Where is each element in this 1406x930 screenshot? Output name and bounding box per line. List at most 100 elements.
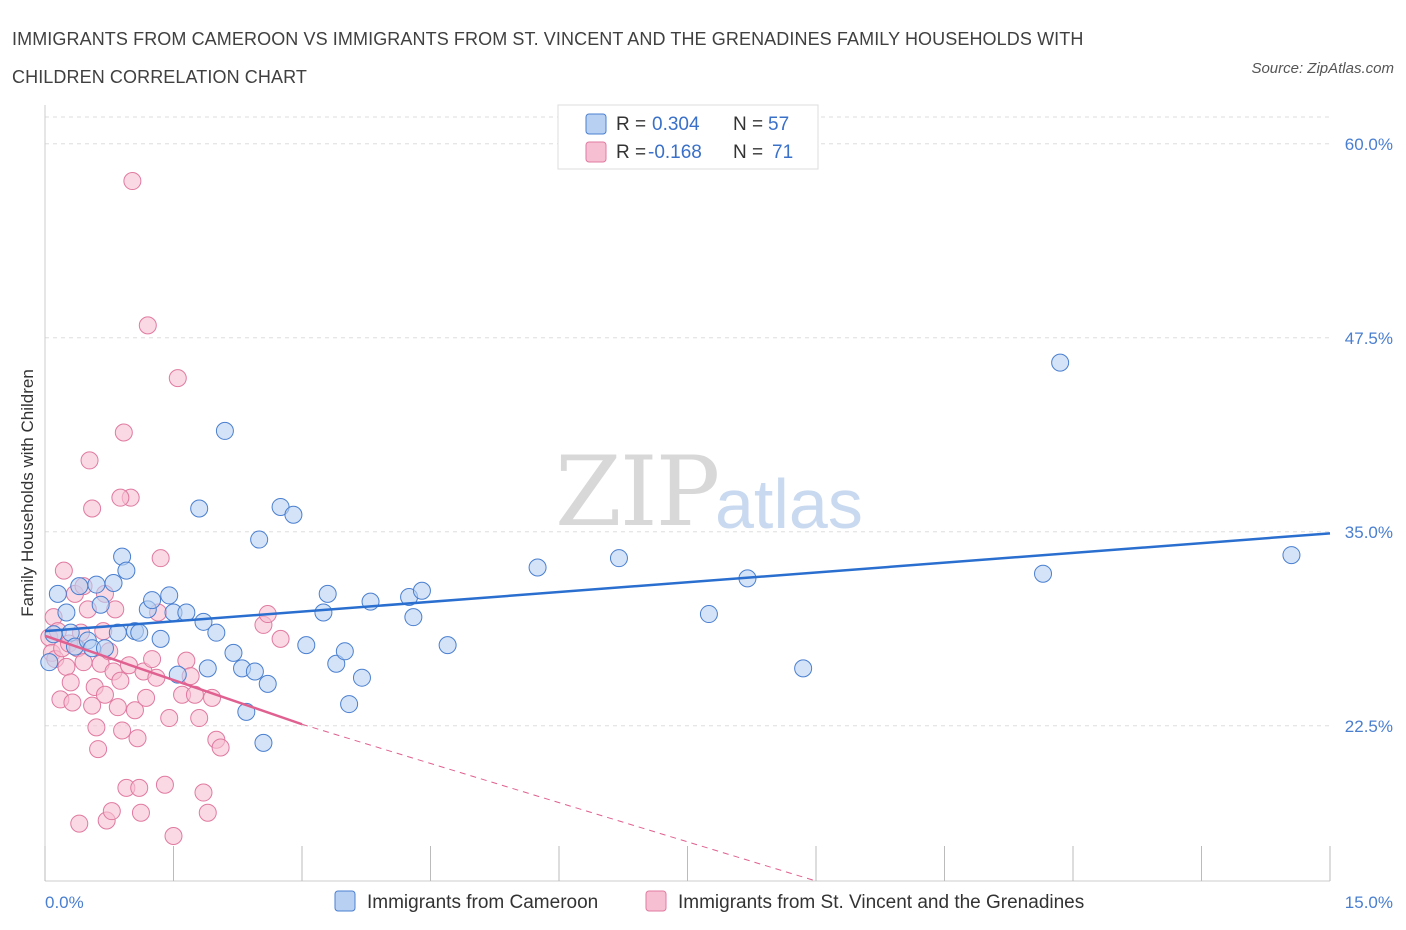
cameroon-point-19 — [143, 591, 162, 610]
cameroon-point-39 — [297, 636, 316, 655]
st-vincent-point-41 — [130, 778, 149, 797]
st-vincent-point-60 — [198, 803, 217, 822]
st-vincent-point-45 — [138, 316, 157, 335]
cameroon-point-49 — [412, 581, 431, 600]
st-vincent-trend-line — [44, 634, 303, 726]
cameroon-point-30 — [224, 643, 243, 662]
cameroon-trend-line — [44, 532, 1331, 633]
cameroon-point-33 — [245, 662, 264, 681]
cameroon-point-51 — [528, 558, 547, 577]
y-axis-label: Family Households with Children — [18, 369, 37, 617]
y-tick-label-0: 22.5% — [1345, 717, 1393, 736]
st-vincent-point-44 — [137, 688, 156, 707]
st-vincent-point-59 — [194, 783, 213, 802]
st-vincent-point-42 — [131, 803, 150, 822]
st-vincent-point-21 — [87, 718, 106, 737]
cameroon-point-42 — [327, 654, 346, 673]
cameroon-point-24 — [177, 603, 196, 622]
source-label: Source: ZipAtlas.com — [1251, 60, 1394, 77]
st-vincent-point-68 — [83, 499, 102, 518]
x-tick-labels: 0.0% 15.0% — [45, 893, 1393, 912]
st-vincent-point-67 — [111, 488, 130, 507]
st-vincent-point-8 — [57, 657, 76, 676]
cameroon-point-34 — [250, 530, 269, 549]
st-vincent-point-38 — [123, 172, 142, 191]
cameroon-point-57 — [1051, 353, 1070, 372]
st-vincent-point-52 — [164, 826, 183, 845]
st-vincent-point-19 — [83, 696, 102, 715]
cameroon-point-53 — [699, 605, 718, 624]
series-st-vincent-points — [40, 172, 290, 845]
st-vincent-point-51 — [160, 709, 179, 728]
cameroon-point-17 — [130, 623, 149, 642]
cameroon-point-9 — [87, 575, 106, 594]
cameroon-point-29 — [215, 421, 234, 440]
legend-n-value-cameroon: 57 — [768, 114, 789, 135]
legend: R = 0.304 N = 57 R = -0.168 N = 71 — [557, 104, 819, 170]
legend-r-label-cameroon: R = — [616, 114, 646, 135]
legend-r-value-st-vincent: -0.168 — [648, 142, 702, 163]
cameroon-point-40 — [314, 603, 333, 622]
bottom-legend: Immigrants from Cameroon Immigrants from… — [334, 890, 1084, 913]
st-vincent-point-10 — [61, 673, 80, 692]
cameroon-point-45 — [352, 668, 371, 687]
series-cameroon-points — [40, 353, 1301, 752]
cameroon-point-12 — [104, 574, 123, 593]
y-tick-label-2: 47.5% — [1345, 329, 1393, 348]
st-vincent-point-40 — [128, 729, 147, 748]
cameroon-point-56 — [1034, 564, 1053, 583]
st-vincent-point-22 — [89, 740, 108, 759]
st-vincent-point-50 — [155, 775, 174, 794]
cameroon-point-0 — [40, 653, 59, 672]
cameroon-point-35 — [254, 733, 273, 752]
st-vincent-point-39 — [125, 701, 144, 720]
st-vincent-point-32 — [111, 671, 130, 690]
cameroon-point-10 — [91, 595, 110, 614]
cameroon-point-52 — [609, 549, 628, 568]
cameroon-point-41 — [318, 584, 337, 603]
cameroon-point-55 — [794, 659, 813, 678]
st-vincent-trend-extension — [301, 723, 817, 882]
cameroon-point-15 — [117, 561, 136, 580]
st-vincent-point-58 — [190, 709, 209, 728]
cameroon-point-21 — [160, 586, 179, 605]
legend-swatch-cameroon — [585, 113, 607, 135]
st-vincent-point-25 — [95, 685, 114, 704]
st-vincent-point-63 — [211, 738, 230, 757]
x-tick-label-0: 0.0% — [45, 893, 84, 912]
st-vincent-point-66 — [271, 629, 290, 648]
legend-r-value-cameroon: 0.304 — [652, 114, 700, 135]
st-vincent-point-33 — [113, 721, 132, 740]
legend-n-value-st-vincent: 71 — [772, 142, 793, 163]
x-ticks — [44, 846, 1331, 881]
cameroon-point-44 — [340, 695, 359, 714]
trend-lines — [44, 532, 1331, 882]
watermark-atlas: atlas — [715, 465, 863, 543]
legend-r-label-st-vincent: R = — [616, 142, 646, 163]
cameroon-point-28 — [207, 623, 226, 642]
bottom-legend-label-cameroon: Immigrants from Cameroon — [367, 892, 598, 913]
cameroon-point-3 — [57, 603, 76, 622]
legend-swatch-st-vincent — [585, 141, 607, 163]
cameroon-point-20 — [151, 629, 170, 648]
y-tick-label-1: 35.0% — [1345, 523, 1393, 542]
st-vincent-point-7 — [54, 561, 73, 580]
st-vincent-point-34 — [114, 423, 133, 442]
st-vincent-point-18 — [80, 451, 99, 470]
bottom-legend-label-st-vincent: Immigrants from St. Vincent and the Gren… — [678, 892, 1084, 913]
cameroon-point-43 — [335, 642, 354, 661]
st-vincent-point-46 — [143, 650, 162, 669]
y-tick-labels: 22.5% 35.0% 47.5% 60.0% — [1345, 135, 1393, 736]
y-tick-label-3: 60.0% — [1345, 135, 1393, 154]
st-vincent-point-49 — [151, 549, 170, 568]
cameroon-point-6 — [70, 577, 89, 596]
st-vincent-point-14 — [70, 814, 89, 833]
grid-lines — [45, 116, 1330, 727]
st-vincent-point-11 — [63, 693, 82, 712]
cameroon-point-38 — [284, 505, 303, 524]
cameroon-point-36 — [258, 674, 277, 693]
watermark: ZIP atlas — [555, 436, 863, 548]
bottom-legend-swatch-cameroon — [334, 890, 356, 912]
legend-n-label-st-vincent: N = — [733, 142, 763, 163]
